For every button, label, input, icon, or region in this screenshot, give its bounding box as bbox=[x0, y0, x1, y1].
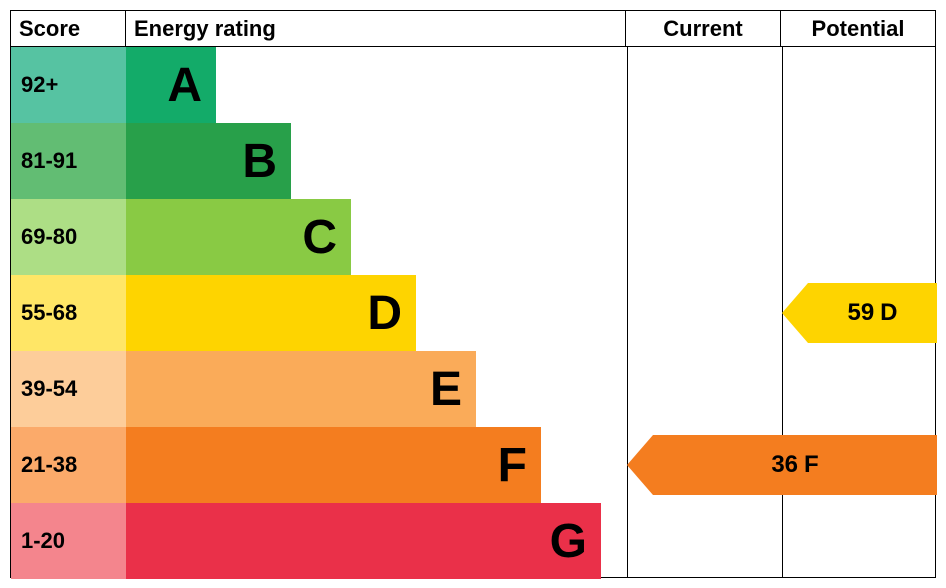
score-cell-g: 1-20 bbox=[11, 503, 126, 579]
rating-letter-c: C bbox=[302, 210, 337, 265]
pointer-current: 36 F bbox=[627, 435, 937, 495]
header-rating: Energy rating bbox=[126, 11, 625, 46]
pointer-potential-body: 59 D bbox=[808, 283, 937, 343]
score-cell-a: 92+ bbox=[11, 47, 126, 123]
band-row-a: 92+ A bbox=[11, 47, 935, 123]
band-row-e: 39-54 E bbox=[11, 351, 935, 427]
band-row-b: 81-91 B bbox=[11, 123, 935, 199]
rating-bar-f: F bbox=[126, 427, 541, 503]
band-row-g: 1-20 G bbox=[11, 503, 935, 579]
band-row-c: 69-80 C bbox=[11, 199, 935, 275]
rating-letter-d: D bbox=[367, 286, 402, 341]
rating-letter-a: A bbox=[167, 58, 202, 113]
header-score: Score bbox=[11, 11, 126, 46]
rating-letter-g: G bbox=[550, 514, 587, 569]
rating-bar-a: A bbox=[126, 47, 216, 123]
pointer-potential: 59 D bbox=[782, 283, 937, 343]
rating-letter-b: B bbox=[242, 134, 277, 189]
rating-bar-c: C bbox=[126, 199, 351, 275]
rating-letter-f: F bbox=[498, 438, 527, 493]
score-cell-c: 69-80 bbox=[11, 199, 126, 275]
score-cell-e: 39-54 bbox=[11, 351, 126, 427]
rating-bar-g: G bbox=[126, 503, 601, 579]
pointer-potential-arrow-icon bbox=[782, 283, 808, 343]
rating-bar-d: D bbox=[126, 275, 416, 351]
pointer-potential-letter: D bbox=[880, 299, 897, 327]
rating-letter-e: E bbox=[430, 362, 462, 417]
pointer-current-body: 36 F bbox=[653, 435, 937, 495]
header-current: Current bbox=[625, 11, 780, 46]
rating-bar-e: E bbox=[126, 351, 476, 427]
pointer-current-arrow-icon bbox=[627, 435, 653, 495]
energy-rating-chart: Score Energy rating Current Potential 92… bbox=[10, 10, 936, 578]
header-potential: Potential bbox=[780, 11, 935, 46]
score-cell-d: 55-68 bbox=[11, 275, 126, 351]
chart-header: Score Energy rating Current Potential bbox=[11, 11, 935, 47]
divider-current bbox=[627, 47, 628, 577]
score-cell-f: 21-38 bbox=[11, 427, 126, 503]
pointer-potential-value: 59 bbox=[847, 299, 874, 327]
rating-bar-b: B bbox=[126, 123, 291, 199]
score-cell-b: 81-91 bbox=[11, 123, 126, 199]
pointer-current-letter: F bbox=[804, 451, 819, 479]
pointer-current-value: 36 bbox=[771, 451, 798, 479]
